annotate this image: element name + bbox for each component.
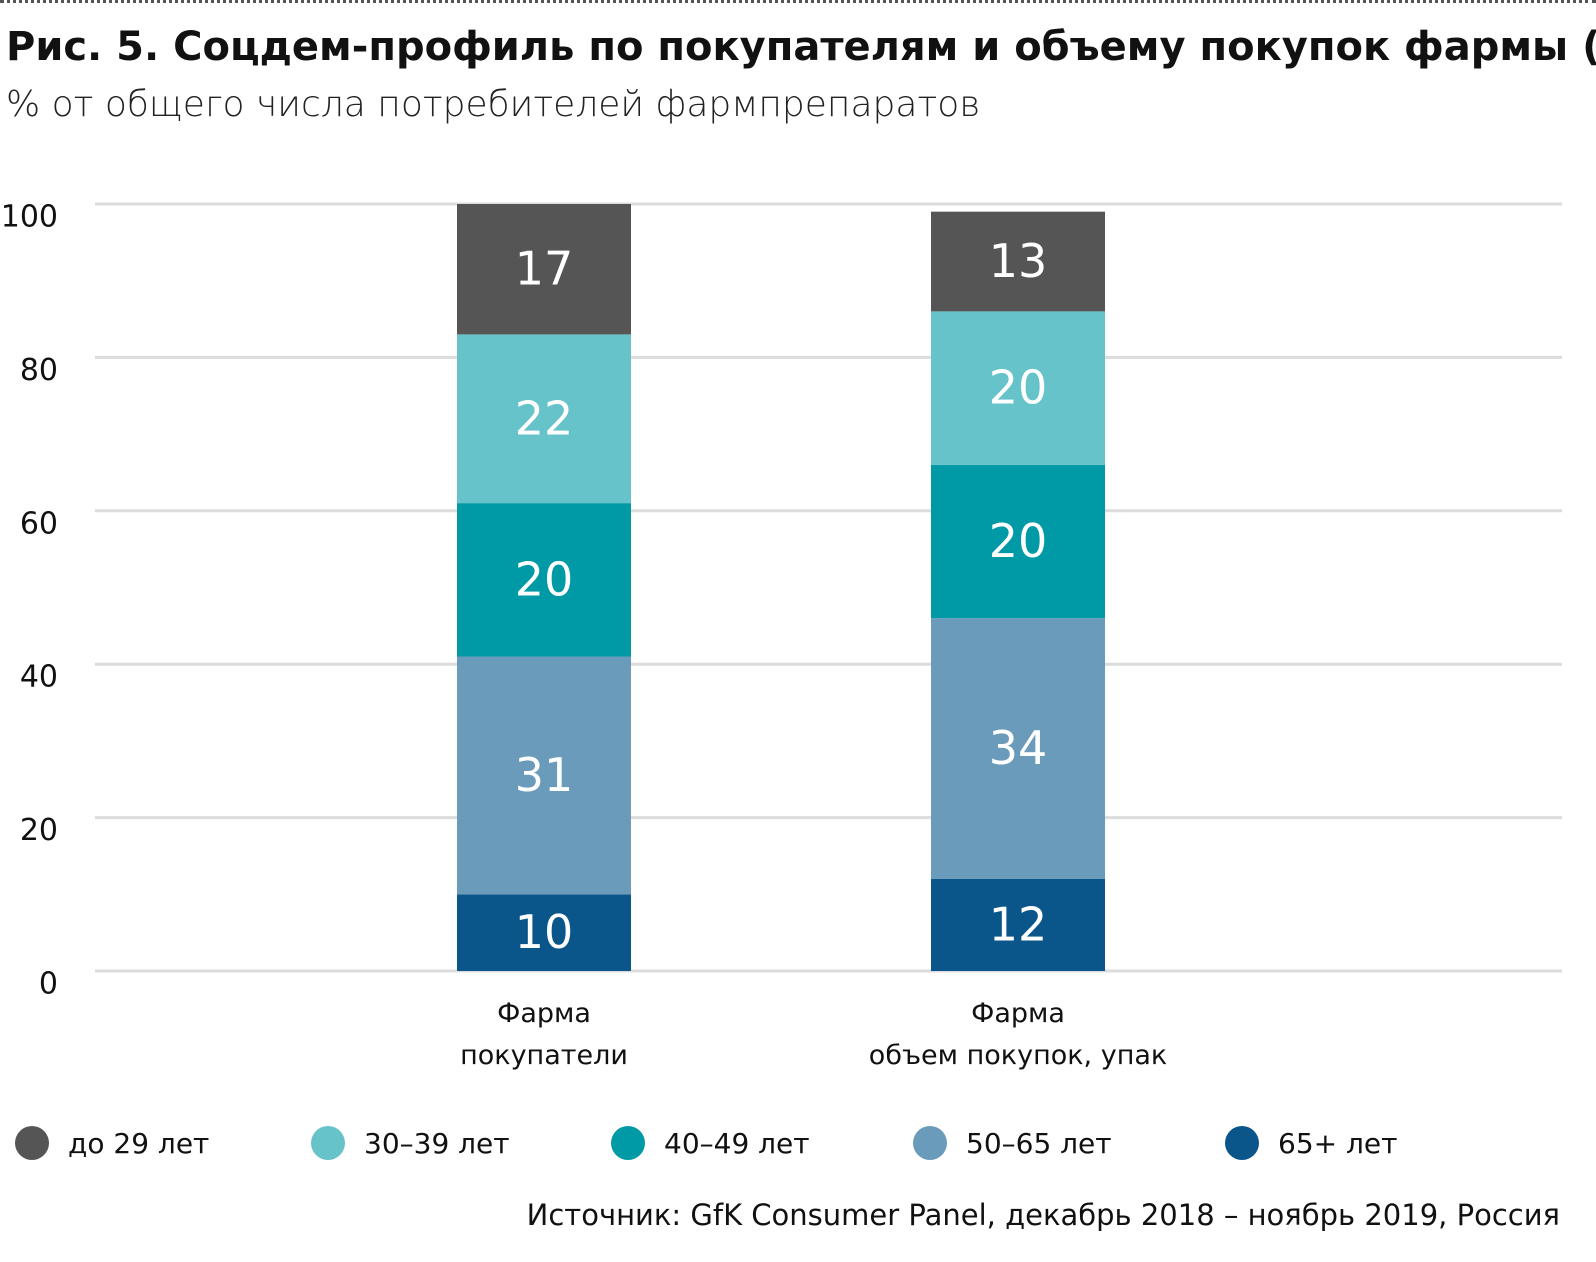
bar-segment — [457, 503, 631, 657]
y-tick-label: 100 — [1, 200, 58, 235]
bar-segment — [931, 618, 1105, 879]
bar-segment — [457, 334, 631, 504]
y-tick-label: 20 — [20, 813, 58, 848]
bar-segment — [931, 878, 1105, 971]
value-label: 20 — [515, 552, 574, 606]
legend-label: 30–39 лет — [364, 1127, 510, 1160]
y-tick-label: 80 — [20, 353, 58, 388]
legend-marker — [15, 1126, 49, 1160]
value-label: 22 — [515, 391, 574, 445]
bar-segment — [457, 656, 631, 895]
legend-marker — [611, 1126, 645, 1160]
bar-segment — [457, 894, 631, 971]
y-tick-label: 60 — [20, 506, 58, 541]
x-tick-label: Фарма покупатели — [460, 998, 628, 1071]
value-label: 17 — [515, 242, 574, 296]
y-tick-label: 0 — [39, 967, 58, 1002]
legend-label: 40–49 лет — [664, 1127, 810, 1160]
value-label: 31 — [515, 748, 574, 802]
legend-label: 65+ лет — [1278, 1127, 1397, 1160]
bar-segment — [457, 204, 631, 335]
bar-segment — [931, 464, 1105, 619]
x-tick-label: Фарма объем покупок, упак — [868, 998, 1168, 1071]
legend-marker — [913, 1126, 947, 1160]
value-label: 20 — [989, 361, 1048, 415]
source: Источник: GfK Consumer Panel, декабрь 20… — [526, 1198, 1560, 1232]
y-tick-label: 40 — [20, 660, 58, 695]
legend-marker — [311, 1126, 345, 1160]
bar-segment — [931, 211, 1105, 312]
value-label: 10 — [515, 905, 574, 959]
value-label: 13 — [989, 234, 1048, 288]
legend-label: 50–65 лет — [966, 1127, 1112, 1160]
legend-label: до 29 лет — [68, 1127, 209, 1160]
bar-segment — [931, 311, 1105, 465]
value-label: 12 — [989, 897, 1048, 951]
legend-marker — [1225, 1126, 1259, 1160]
chart-subtitle: % от общего числа потребителей фармпрепа… — [6, 84, 981, 125]
title-block: Рис. 5. Соцдем-профиль по покупателям и … — [6, 19, 1596, 133]
value-label: 20 — [989, 514, 1048, 568]
chart: 0 20 40 60 80 100 10 31 20 22 17 12 34 20 20 13 до 29 ле… — [1, 200, 1562, 1160]
value-label: 34 — [989, 721, 1048, 775]
chart-title: Рис. 5. Соцдем-профиль по покупателям и … — [6, 24, 1596, 70]
